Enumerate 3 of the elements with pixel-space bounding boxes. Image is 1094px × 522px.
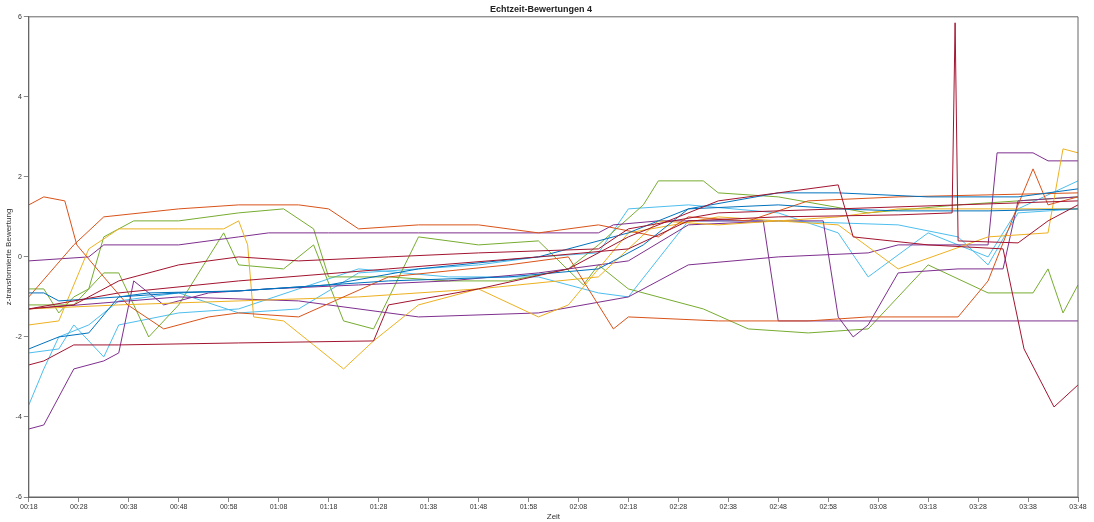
x-axis-title: Zeit [546,512,561,522]
y-axis-title: z-transformierte Bewertung [4,208,13,306]
chart-title: Echtzeit-Bewertungen 4 [489,3,593,14]
